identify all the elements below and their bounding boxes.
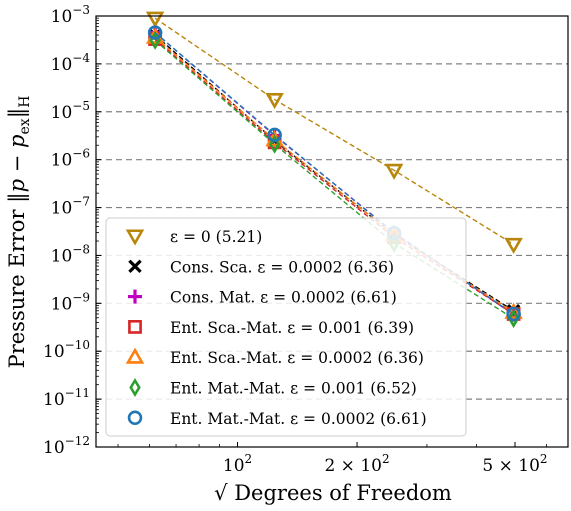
y-axis-sub-ex: ex <box>17 118 33 134</box>
x-tick-label: 5 × 102 <box>482 452 547 476</box>
data-point <box>129 377 141 398</box>
axis-ticks: 10−3 10−4 10−5 10−6 10−7 10−8 10−9 10−10 10−11 10… <box>43 3 548 476</box>
legend-box <box>105 217 467 437</box>
legend-entry: Cons. Sca. ε = 0.0002 (6.36) <box>128 258 394 276</box>
y-axis-minus: − <box>5 148 29 179</box>
series-line <box>154 17 514 246</box>
series-line <box>154 38 514 315</box>
data-point <box>506 306 521 322</box>
y-axis-title: Pressure Error ‖p − pex‖H <box>5 96 33 369</box>
legend-label: Cons. Sca. ε = 0.0002 (6.36) <box>170 258 394 276</box>
data-point <box>128 259 142 274</box>
y-tick-label: 10−3 <box>51 3 90 27</box>
data-point <box>147 25 163 40</box>
legend-label: Ent. Mat.-Mat. ε = 0.0002 (6.61) <box>170 410 427 428</box>
data-point <box>145 11 165 28</box>
legend-entry: Cons. Mat. ε = 0.0002 (6.61) <box>128 289 397 307</box>
y-axis-p: p <box>5 179 29 192</box>
legend-entry: Ent. Sca.-Mat. ε = 0.001 (6.39) <box>128 319 414 337</box>
data-point <box>128 319 142 334</box>
y-tick-label: 10−12 <box>43 434 90 458</box>
y-tick-label: 10−8 <box>51 242 90 266</box>
y-axis-sub-h: H <box>17 96 33 108</box>
y-tick-label: 10−11 <box>43 386 90 410</box>
data-point <box>507 309 520 329</box>
data-point <box>125 347 145 364</box>
norm-open: ‖ <box>5 192 30 203</box>
y-tick-label: 10−6 <box>51 147 90 171</box>
data-point <box>384 163 404 180</box>
series-layer <box>145 11 523 329</box>
x-axis-title: √ Degrees of Freedom <box>214 481 452 505</box>
legend-entry: Ent. Mat.-Mat. ε = 0.001 (6.52) <box>129 377 417 398</box>
legend-label: Ent. Mat.-Mat. ε = 0.001 (6.52) <box>170 380 417 398</box>
legend-entry: ε = 0 (5.21) <box>125 228 262 246</box>
legend-label: Ent. Sca.-Mat. ε = 0.001 (6.39) <box>170 319 414 337</box>
y-axis-title-prefix: Pressure Error <box>5 203 29 369</box>
y-tick-label: 10−7 <box>51 195 90 219</box>
legend-label: Ent. Sca.-Mat. ε = 0.0002 (6.36) <box>170 349 424 367</box>
data-point <box>268 134 281 154</box>
y-tick-label: 10−5 <box>51 99 90 123</box>
y-tick-label: 10−4 <box>51 51 91 75</box>
x-tick-label: 2 × 102 <box>324 452 389 476</box>
series-line <box>154 36 514 313</box>
plot-frame <box>95 15 569 448</box>
y-axis-pex: p <box>5 134 29 147</box>
data-point <box>265 93 284 110</box>
legend-label: ε = 0 (5.21) <box>170 228 262 246</box>
legend-label: Cons. Mat. ε = 0.0002 (6.61) <box>170 289 397 307</box>
y-tick-label: 10−9 <box>51 290 90 314</box>
legend-entry: Ent. Mat.-Mat. ε = 0.0002 (6.61) <box>127 410 427 428</box>
data-point <box>504 237 523 255</box>
norm-close: ‖ <box>5 108 30 119</box>
x-tick-label: 102 <box>223 452 252 476</box>
y-tick-label: 10−10 <box>43 338 90 362</box>
svg-text:Pressure Error ‖p − pex‖H: Pressure Error ‖p − pex‖H <box>5 96 33 369</box>
series-1 <box>145 11 523 255</box>
data-point <box>128 289 142 304</box>
data-point <box>267 127 282 143</box>
legend: ε = 0 (5.21) Cons. Sca. ε = 0.0002 (6.36)… <box>105 217 467 437</box>
data-point <box>125 229 145 246</box>
data-point <box>127 410 143 426</box>
legend-entry: Ent. Sca.-Mat. ε = 0.0002 (6.36) <box>125 347 424 367</box>
